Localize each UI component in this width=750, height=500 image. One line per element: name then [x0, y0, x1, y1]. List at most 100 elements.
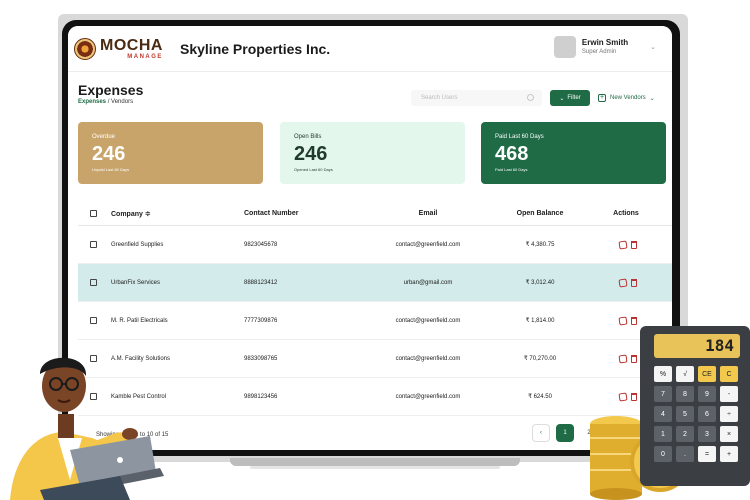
- table-row[interactable]: M. R. Patil Electricals 7777309876 conta…: [78, 302, 672, 340]
- row-checkbox[interactable]: [90, 393, 97, 400]
- calc-key: +: [720, 446, 738, 462]
- table-row[interactable]: A.M. Facility Solutions 9833098765 conta…: [78, 340, 672, 378]
- calc-key: -: [720, 386, 738, 402]
- plus-icon: +: [598, 94, 606, 102]
- cell-balance: ₹ 3,012.40: [525, 280, 555, 286]
- vendors-table: Company ≑ Contact Number Email Open Bala…: [78, 202, 672, 416]
- filter-button[interactable]: ⌄ Filter: [550, 90, 590, 106]
- search-input[interactable]: Search Users: [411, 90, 542, 106]
- new-vendors-label: New Vendors: [610, 95, 646, 101]
- chevron-down-icon: ⌄: [649, 95, 655, 102]
- table-row[interactable]: Greenfield Supplies 9823045678 contact@g…: [78, 226, 672, 264]
- open-bills-card[interactable]: Open Bills 246 Opened Last 60 Days: [280, 122, 465, 184]
- calculator-display: 184: [654, 334, 740, 358]
- calc-key: 9: [698, 386, 716, 402]
- calculator-keys: % √ CE C 7 8 9 - 4 5 6 ÷ 1 2 3 × 0 . = +: [654, 366, 738, 462]
- edit-icon[interactable]: [618, 315, 628, 326]
- cell-email: contact@greenfield.com: [395, 241, 461, 248]
- trash-icon[interactable]: [631, 354, 637, 363]
- logo-mark-icon: [74, 38, 96, 60]
- cell-contact: 9898123456: [244, 393, 278, 400]
- column-email: Email: [418, 210, 438, 217]
- cell-contact: 9823045678: [244, 241, 278, 248]
- card-value: 468: [495, 143, 529, 165]
- calc-key: 7: [654, 386, 672, 402]
- calc-key: ×: [720, 426, 738, 442]
- cell-contact: 7777309876: [244, 317, 278, 324]
- search-placeholder: Search Users: [421, 95, 458, 101]
- card-value: 246: [294, 143, 328, 165]
- column-company[interactable]: Company ≑: [111, 210, 151, 218]
- calc-key: 5: [676, 406, 694, 422]
- user-role: Super Admin: [581, 49, 617, 56]
- row-checkbox[interactable]: [90, 355, 97, 362]
- cell-balance: ₹ 4,380.75: [525, 242, 555, 248]
- calculator-illustration: 184 % √ CE C 7 8 9 - 4 5 6 ÷ 1 2 3 × 0 .…: [640, 326, 750, 486]
- trash-icon[interactable]: [631, 392, 637, 401]
- user-menu[interactable]: Erwin Smith Super Admin ⌄: [553, 36, 656, 58]
- logo-sub-text: MANAGE: [127, 54, 163, 60]
- cell-balance: ₹ 1,814.00: [525, 318, 555, 324]
- edit-icon[interactable]: [618, 277, 628, 288]
- calc-key: C: [720, 366, 738, 382]
- row-actions: [618, 239, 637, 250]
- chevron-down-icon[interactable]: ⌄: [650, 44, 656, 51]
- calc-key: ÷: [720, 406, 738, 422]
- select-all-checkbox[interactable]: [90, 210, 97, 217]
- row-checkbox[interactable]: [90, 241, 97, 248]
- cell-email: contact@greenfield.com: [395, 317, 461, 324]
- breadcrumb-expenses[interactable]: Expenses: [78, 99, 107, 105]
- calc-key: 6: [698, 406, 716, 422]
- cell-company: UrbanFix Services: [111, 279, 161, 286]
- filter-label: Filter: [567, 95, 581, 101]
- page-2-button[interactable]: 2: [587, 430, 591, 436]
- edit-icon[interactable]: [618, 353, 628, 364]
- avatar: [553, 36, 576, 58]
- page-1-button[interactable]: 1: [556, 424, 574, 442]
- paid-card[interactable]: Paid Last 60 Days 468 Paid Last 60 Days: [481, 122, 666, 184]
- cell-contact: 9833098765: [244, 355, 278, 362]
- calc-key: 2: [676, 426, 694, 442]
- cell-contact: 8888123412: [244, 279, 278, 286]
- breadcrumb-separator: /: [107, 99, 110, 105]
- card-label: Open Bills: [294, 134, 322, 140]
- calc-key: 4: [654, 406, 672, 422]
- table-row[interactable]: Kamble Pest Control 9898123456 contact@g…: [78, 378, 672, 416]
- app-screen: MOCHA MANAGE Skyline Properties Inc. Erw…: [68, 26, 672, 450]
- row-checkbox[interactable]: [90, 279, 97, 286]
- overdue-card[interactable]: Overdue 246 Unpaid Last 60 Days: [78, 122, 263, 184]
- logo-main-text: MOCHA: [100, 37, 163, 54]
- person-illustration: [10, 357, 164, 500]
- calc-key: 3: [698, 426, 716, 442]
- edit-icon[interactable]: [618, 239, 628, 250]
- calc-key: CE: [698, 366, 716, 382]
- trash-icon[interactable]: [631, 240, 637, 249]
- trash-icon[interactable]: [631, 278, 637, 287]
- trash-icon[interactable]: [631, 316, 637, 325]
- edit-icon[interactable]: [618, 391, 628, 402]
- column-balance: Open Balance: [516, 210, 564, 217]
- card-sub: Opened Last 60 Days: [294, 167, 333, 172]
- row-actions: [618, 315, 637, 326]
- card-label: Paid Last 60 Days: [495, 134, 544, 140]
- app-header: MOCHA MANAGE Skyline Properties Inc. Erw…: [68, 26, 672, 72]
- table-row[interactable]: UrbanFix Services 8888123412 urban@gmail…: [78, 264, 672, 302]
- prev-page-button[interactable]: ‹: [532, 424, 550, 442]
- laptop-shadow: [250, 466, 500, 469]
- cell-company: Kamble Pest Control: [111, 393, 167, 400]
- new-vendors-button[interactable]: + New Vendors ⌄: [598, 90, 672, 106]
- row-checkbox[interactable]: [90, 317, 97, 324]
- cell-balance: ₹ 624.50: [528, 394, 552, 400]
- user-name: Erwin Smith: [581, 37, 629, 47]
- search-icon: [527, 94, 534, 101]
- row-actions: [618, 391, 637, 402]
- logo[interactable]: MOCHA MANAGE: [74, 38, 163, 60]
- calc-key: 1: [654, 426, 672, 442]
- cell-company: A.M. Facility Solutions: [111, 355, 171, 362]
- cell-email: urban@gmail.com: [403, 279, 453, 286]
- company-name: Skyline Properties Inc.: [180, 41, 331, 57]
- card-sub: Unpaid Last 60 Days: [92, 167, 130, 172]
- cell-company: Greenfield Supplies: [111, 241, 164, 248]
- column-actions: Actions: [613, 210, 639, 217]
